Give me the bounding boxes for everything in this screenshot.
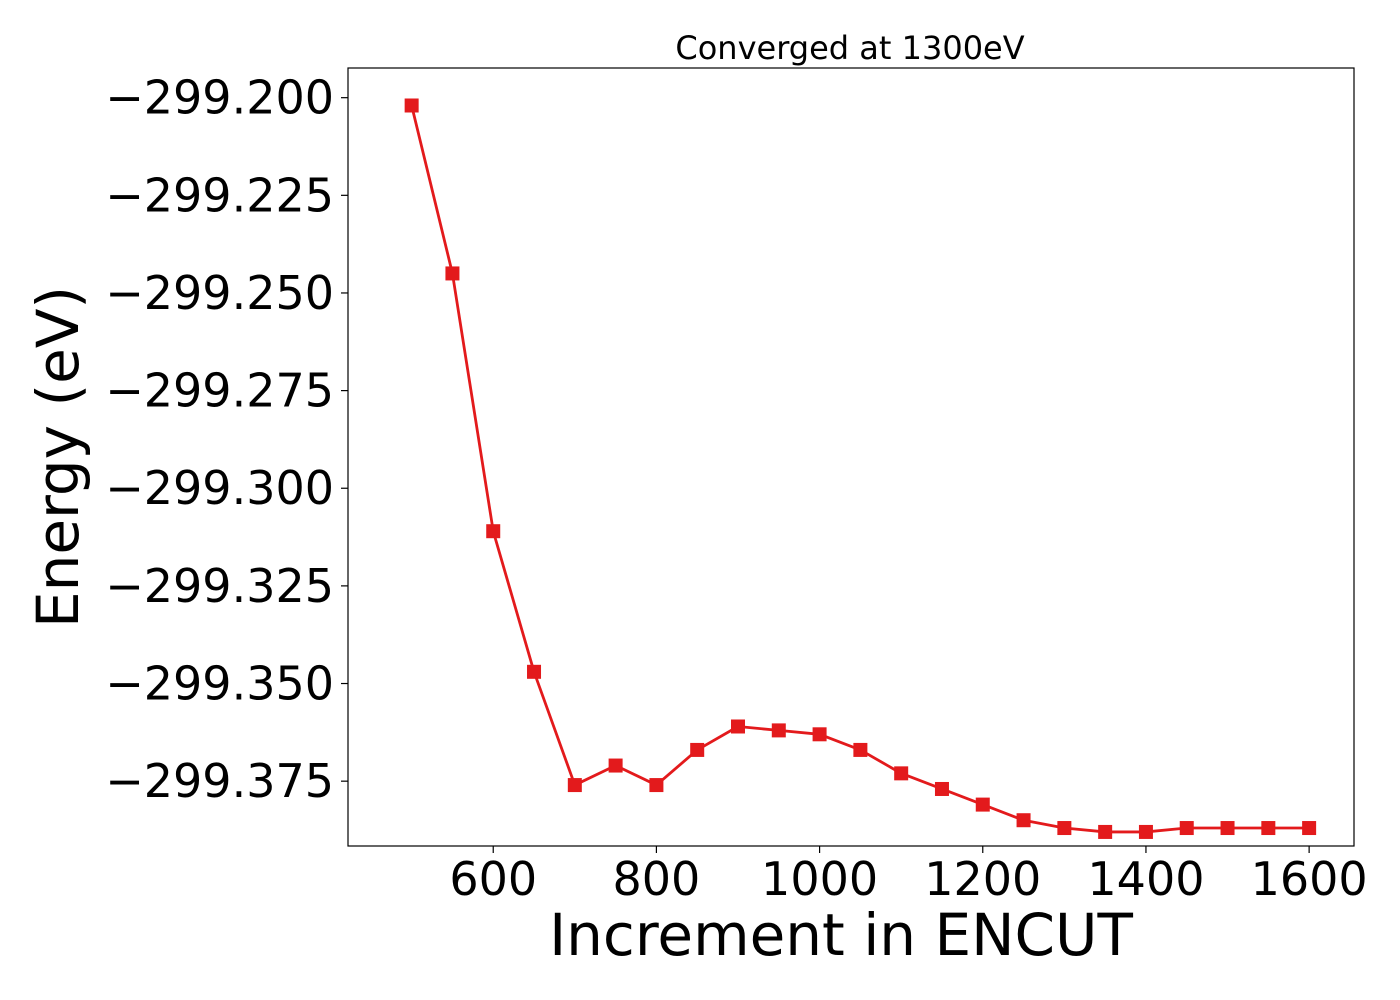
x-tick-label: 1400: [1087, 852, 1204, 906]
data-point: [527, 664, 542, 679]
data-point: [1098, 824, 1113, 839]
data-point: [1179, 821, 1194, 836]
data-point: [1016, 813, 1031, 828]
data-point: [1261, 821, 1276, 836]
data-point: [771, 723, 786, 738]
data-point: [730, 719, 745, 734]
data-point: [812, 727, 827, 742]
data-point: [445, 266, 460, 281]
y-tick-label: −299.225: [105, 168, 334, 222]
y-tick-label: −299.200: [105, 71, 334, 125]
data-point: [894, 766, 909, 781]
data-point: [404, 98, 419, 113]
data-point: [1138, 824, 1153, 839]
y-tick-label: −299.300: [105, 461, 334, 515]
data-point: [1220, 821, 1235, 836]
series-markers: [404, 98, 1317, 839]
data-point: [608, 758, 623, 773]
x-tick-label: 1200: [924, 852, 1041, 906]
y-tick-label: −299.250: [105, 266, 334, 320]
x-tick-label: 1000: [761, 852, 878, 906]
y-axis-label: Energy (eV): [24, 286, 92, 628]
x-axis: 600 800 1000 1200 1400 1600: [449, 846, 1368, 906]
data-point: [486, 524, 501, 539]
x-tick-label: 600: [449, 852, 537, 906]
data-point: [853, 742, 868, 757]
data-point: [690, 742, 705, 757]
data-point: [934, 781, 949, 796]
x-tick-label: 1600: [1251, 852, 1368, 906]
data-point: [1302, 821, 1317, 836]
y-tick-label: −299.325: [105, 559, 334, 613]
plot-area: [347, 67, 1355, 847]
data-point: [1057, 821, 1072, 836]
x-tick-label: 800: [613, 852, 701, 906]
y-axis: −299.200 −299.225 −299.250 −299.275 −299.300…: [105, 71, 348, 808]
x-axis-label: Increment in ENCUT: [549, 901, 1133, 969]
data-point: [567, 778, 582, 793]
y-tick-label: −299.275: [105, 364, 334, 418]
series-line: [410, 105, 1310, 834]
chart-title: Converged at 1300eV: [675, 29, 1024, 67]
data-point: [975, 797, 990, 812]
y-tick-label: −299.350: [105, 657, 334, 711]
data-point: [649, 778, 664, 793]
y-tick-label: −299.375: [105, 754, 334, 808]
